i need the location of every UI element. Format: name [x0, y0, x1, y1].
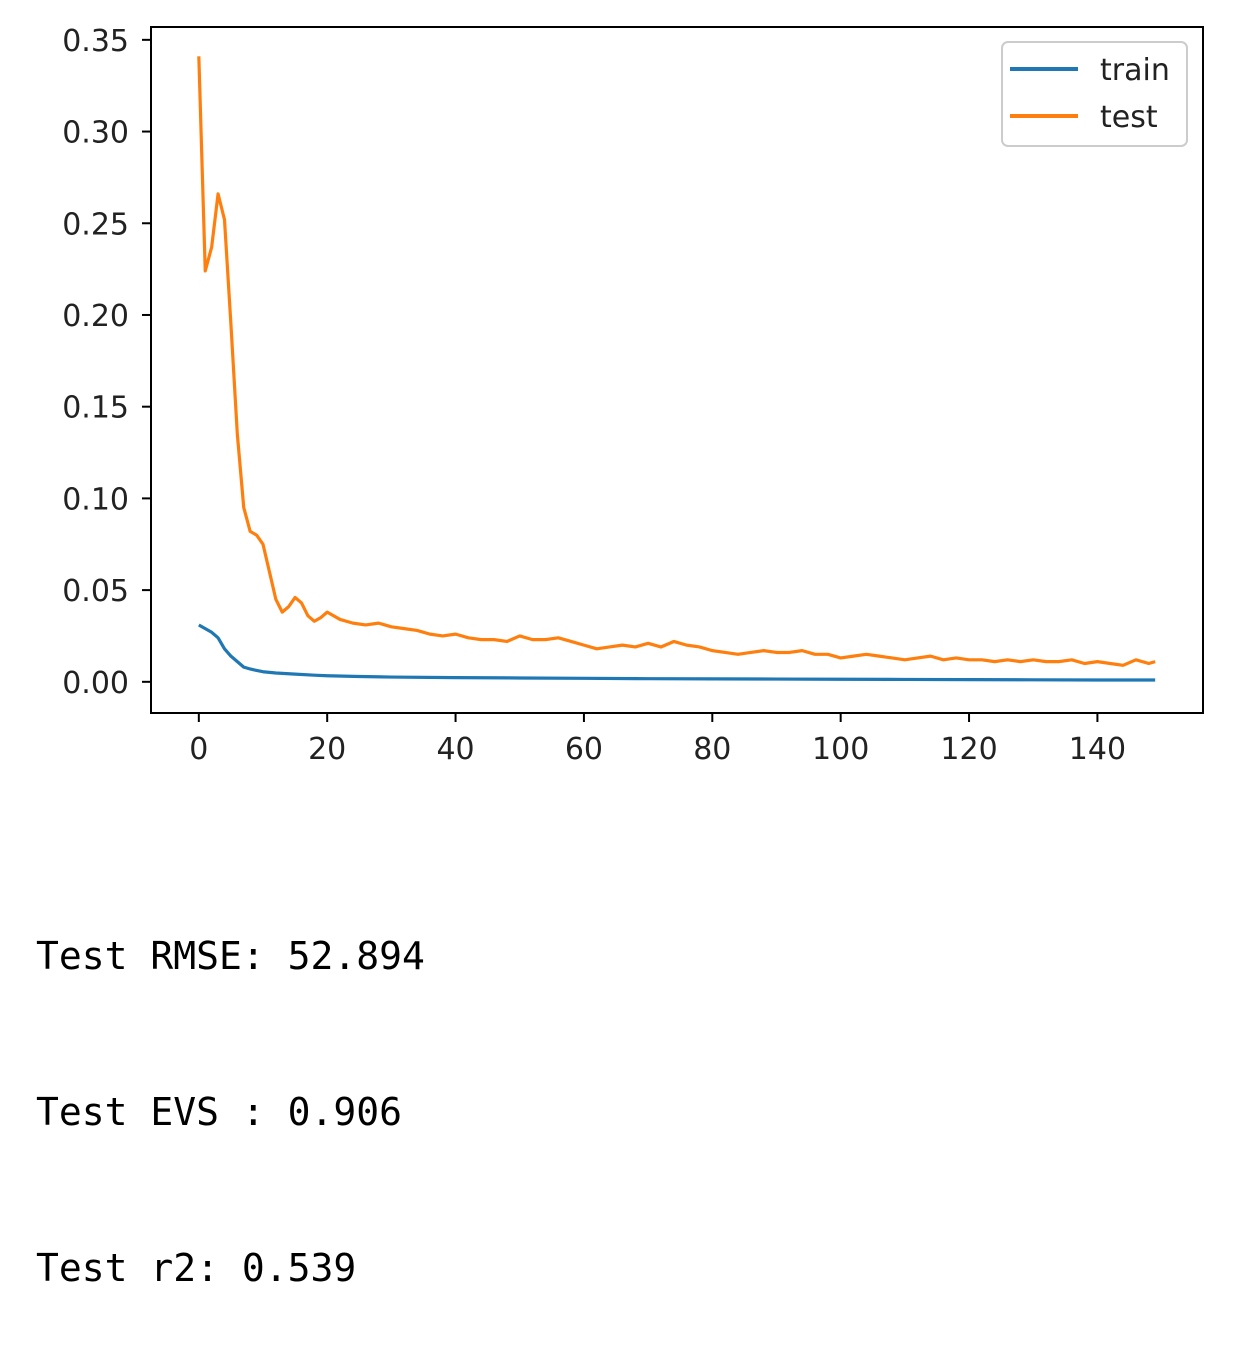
- y-axis: 0.00 0.05 0.10 0.15 0.20 0.25 0.30 0.35: [62, 24, 151, 701]
- x-tick-label: 100: [812, 732, 869, 767]
- y-tick-label: 0.25: [62, 207, 129, 242]
- x-tick-label: 140: [1069, 732, 1126, 767]
- y-tick-label: 0.15: [62, 391, 129, 426]
- y-tick-label: 0.10: [62, 482, 129, 517]
- output-line-r2: Test r2: 0.539: [36, 1246, 357, 1290]
- legend-label-test: test: [1100, 100, 1158, 135]
- y-tick-label: 0.30: [62, 116, 129, 151]
- x-tick-label: 80: [693, 732, 731, 767]
- legend-label-train: train: [1100, 53, 1170, 88]
- plot-lines: [197, 56, 1156, 682]
- y-tick-label: 0.05: [62, 574, 129, 609]
- x-tick-label: 20: [308, 732, 346, 767]
- series-line-test: [197, 56, 1156, 667]
- loss-chart: 0 20 40 60 80 100 120 140 0.000.050.100.150.200…: [62, 24, 1204, 767]
- output-line-evs: Test EVS : 0.906: [36, 1090, 403, 1134]
- legend: train test: [1001, 41, 1188, 147]
- y-tick-label: 0.20: [62, 299, 129, 334]
- x-tick-label: 40: [436, 732, 474, 767]
- metrics-output: Test RMSE: 52.894 Test EVS : 0.906 Test …: [36, 826, 425, 1346]
- x-axis: 0 20 40 60 80 100 120 140: [189, 713, 1126, 767]
- x-tick-label: 120: [940, 732, 997, 767]
- output-line-rmse: Test RMSE: 52.894: [36, 934, 425, 978]
- x-tick-label: 60: [565, 732, 603, 767]
- y-tick-label: 0.35: [62, 24, 129, 59]
- axes-frame: [150, 26, 1204, 714]
- y-tick-label: 0.00: [62, 666, 129, 701]
- x-tick-label: 0: [189, 732, 208, 767]
- series-line-train: [198, 623, 1156, 682]
